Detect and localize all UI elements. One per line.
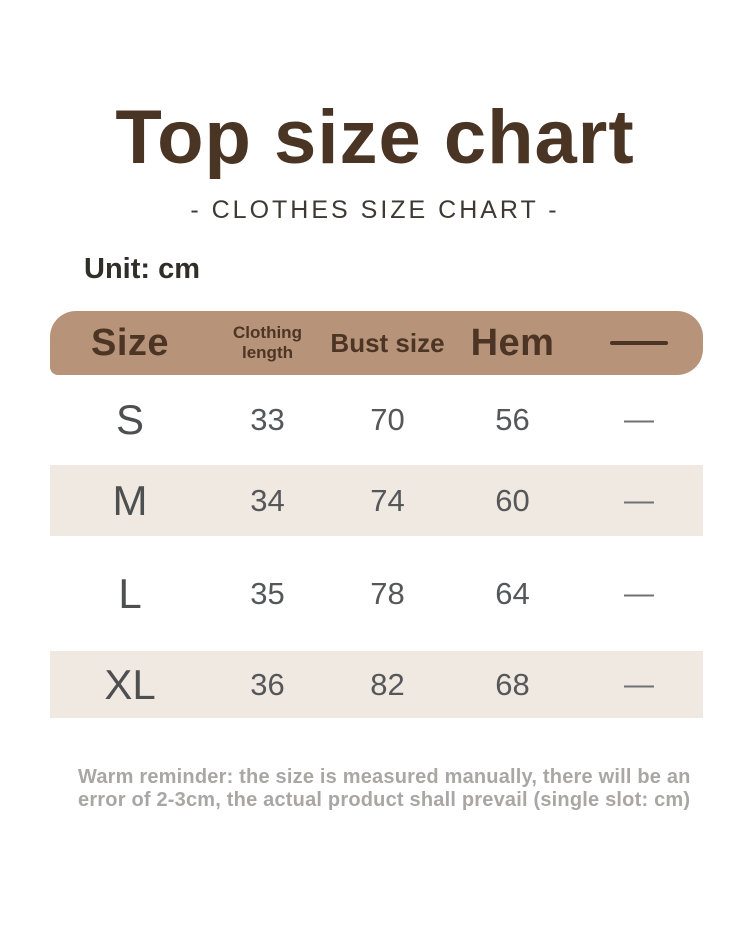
table-header: Size Clothing length Bust size Hem [50, 311, 703, 375]
table-row-l: L 35 78 64 — [50, 536, 703, 651]
cell-bust: 78 [370, 575, 405, 611]
note-line-1: Warm reminder: the size is measured manu… [78, 766, 691, 788]
cell-size: L [118, 569, 142, 617]
cell-hem: 56 [495, 402, 530, 437]
cell-length: 36 [250, 666, 285, 702]
cell-length: 35 [250, 575, 285, 611]
header-col-clothing-length-line1: Clothing [233, 323, 302, 343]
header-col-hem: Hem [470, 321, 555, 364]
cell-extra: — [624, 667, 654, 701]
unit-label: Unit: cm [84, 253, 200, 285]
table-row-xl: XL 36 82 68 — [50, 651, 703, 718]
header-col-bust-size: Bust size [330, 327, 445, 358]
size-table: Size Clothing length Bust size Hem S 33 … [50, 311, 703, 718]
cell-bust: 82 [370, 666, 405, 702]
cell-length: 34 [250, 482, 285, 518]
cell-extra: — [624, 403, 654, 436]
header-col-clothing-length-line2: length [242, 343, 293, 362]
page-subtitle: - CLOTHES SIZE CHART - [190, 196, 560, 224]
cell-bust: 70 [370, 402, 405, 437]
cell-size: S [115, 396, 144, 443]
header-dash-icon [610, 341, 668, 345]
cell-hem: 68 [495, 666, 530, 702]
cell-length: 33 [250, 402, 285, 437]
warm-reminder-note: Warm reminder: the size is measured manu… [78, 766, 698, 812]
cell-hem: 64 [495, 575, 530, 611]
header-col-clothing-length: Clothing length [210, 323, 325, 362]
header-col-empty [575, 341, 703, 345]
table-row-s: S 33 70 56 — [50, 375, 703, 465]
cell-bust: 74 [370, 482, 405, 518]
page-title: Top size chart [115, 95, 635, 180]
header-area: Top size chart - CLOTHES SIZE CHART - [0, 0, 750, 225]
table-row-m: M 34 74 60 — [50, 465, 703, 536]
cell-extra: — [624, 483, 654, 517]
header-col-size: Size [90, 321, 170, 364]
cell-hem: 60 [495, 482, 530, 518]
cell-size: M [112, 476, 148, 524]
cell-size: XL [104, 660, 156, 708]
note-line-2: error of 2-3cm, the actual product shall… [78, 789, 691, 811]
cell-extra: — [624, 576, 654, 610]
